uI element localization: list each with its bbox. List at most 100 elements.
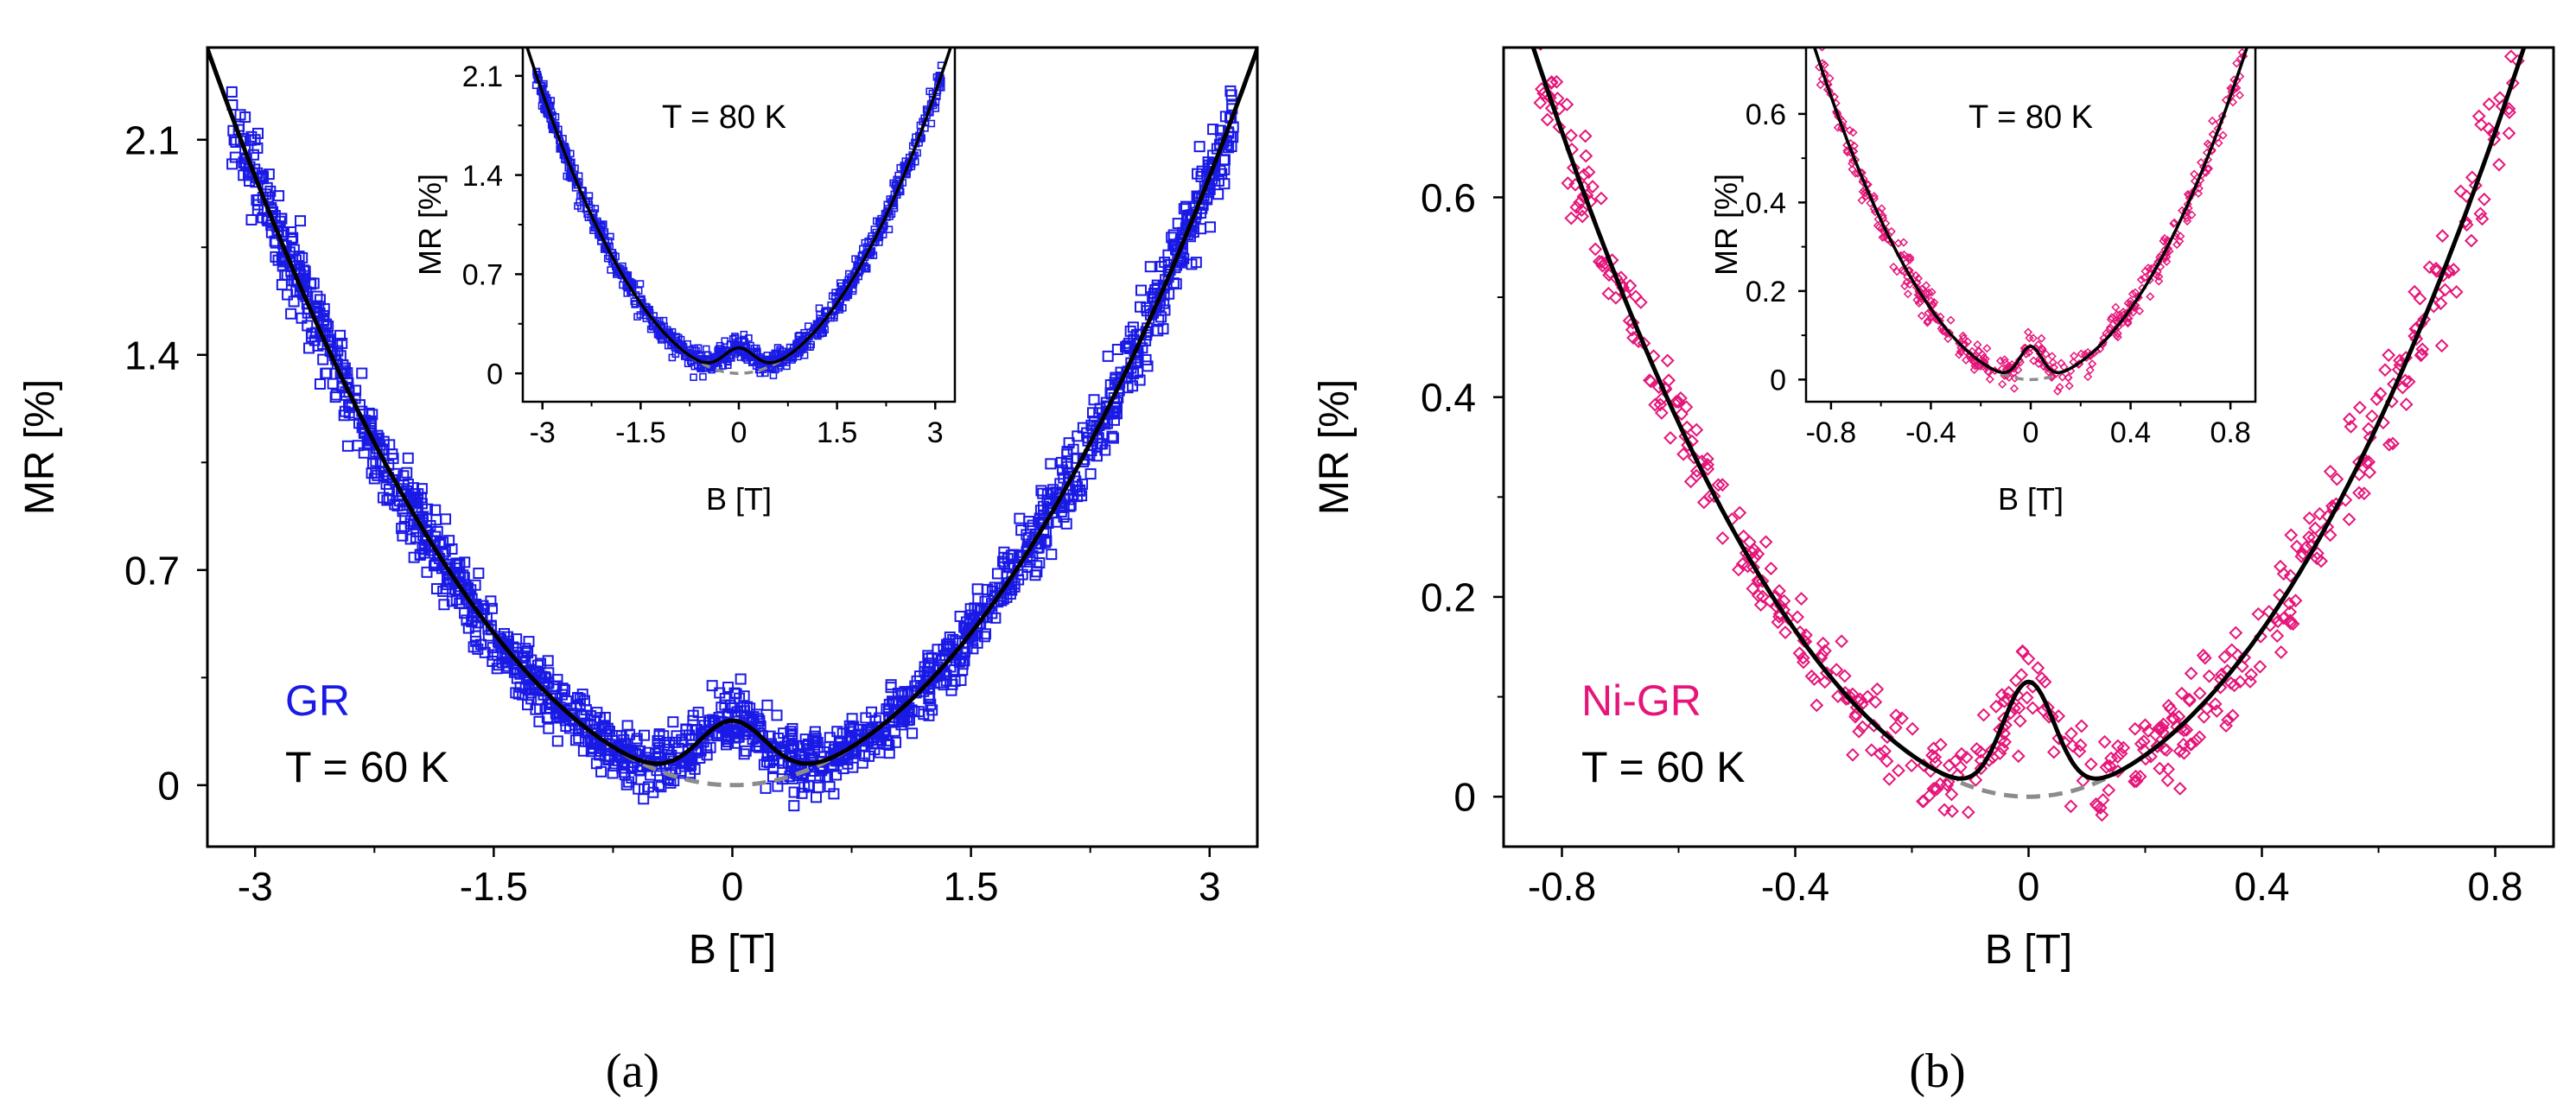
a-main-data-point	[401, 467, 413, 479]
a-main-data-point	[980, 628, 992, 640]
b-main-data-point	[1961, 805, 1975, 820]
b-main-data-point	[2128, 721, 2142, 736]
b-main-data-point	[1746, 581, 1760, 596]
b-main-data-point	[1660, 353, 1675, 368]
b-main-data-point	[1751, 547, 1765, 562]
b-main-data-point	[1643, 373, 1657, 388]
a-main-data-point	[658, 739, 671, 751]
a-main-data-point	[906, 704, 918, 716]
a-main-fit-curve	[207, 48, 1257, 766]
b-inset-data-point	[2029, 356, 2039, 365]
a-main-data-point	[1223, 142, 1235, 154]
b-main-data-point	[1796, 651, 1810, 665]
a-main-data-point	[285, 308, 297, 320]
a-main-data-point	[923, 661, 935, 673]
b-inset-data-point	[2033, 340, 2043, 350]
b-main-data-point	[2294, 549, 2309, 564]
a-inset-data-point	[664, 341, 672, 350]
b-main-data-point	[2357, 486, 2371, 501]
b-inset-data-point	[2038, 345, 2047, 354]
a-inset-xtick-label: 1.5	[817, 416, 857, 449]
a-main-data-point	[304, 277, 316, 289]
a-main-data-point	[600, 723, 612, 735]
a-main-data-point	[1095, 438, 1107, 450]
a-main-data-point	[337, 359, 349, 371]
a-main-data-point	[1135, 301, 1147, 313]
b-main-data-point	[2283, 616, 2298, 631]
b-inset-data-point	[2107, 313, 2116, 322]
b-main-data-point	[1715, 478, 1730, 492]
a-main-data-point	[633, 783, 645, 795]
b-main-data-point	[2449, 285, 2464, 299]
b-main-data-point	[2038, 675, 2052, 689]
a-main-data-point	[722, 736, 735, 748]
b-main-data-point	[2221, 713, 2236, 727]
a-main-data-point	[633, 764, 646, 776]
a-main-data-point	[446, 543, 458, 555]
b-main-data-point	[1733, 505, 1747, 520]
a-main-data-point	[874, 746, 886, 759]
a-main-data-point	[1058, 511, 1070, 523]
b-inset-data-point	[2124, 308, 2134, 317]
b-inset-ytick-label: 0.4	[1746, 187, 1786, 220]
a-main-ytick-label: 1.4	[124, 333, 180, 378]
a-main-data-point	[245, 134, 257, 146]
b-main-ytick-label: 0.6	[1421, 175, 1476, 220]
a-main-data-point	[519, 682, 531, 695]
a-main-data-point	[1224, 85, 1237, 97]
a-inset-data-point	[565, 173, 574, 181]
chart-a-inset-ylabel: MR [%]	[412, 174, 448, 276]
a-main-data-point	[771, 709, 783, 721]
a-main-data-point	[314, 378, 326, 390]
b-main-data-point	[1578, 129, 1593, 143]
b-inset-data-point	[1898, 266, 1907, 276]
b-inset-data-point	[2048, 358, 2058, 367]
b-inset-xtick-label: 0.8	[2210, 416, 2250, 449]
b-inset-xtick-label: -0.4	[1905, 416, 1956, 449]
a-main-data-point	[1091, 450, 1103, 462]
a-main-xtick-label: 3	[1199, 864, 1221, 909]
a-inset-data-point	[804, 322, 812, 330]
a-main-xtick-label: 1.5	[944, 864, 999, 909]
b-main-data-point	[2099, 760, 2114, 774]
a-main-data-point	[639, 783, 651, 795]
a-main-data-point	[998, 546, 1010, 558]
a-main-data-point	[508, 666, 520, 678]
a-inset-data-point	[861, 238, 869, 247]
b-main-data-point	[2110, 750, 2125, 764]
b-main-data-point	[1804, 669, 1819, 683]
a-main-data-point	[279, 269, 291, 281]
a-main-data-point	[572, 691, 584, 703]
b-inset-data-point	[2106, 314, 2115, 324]
b-main-data-point	[2362, 422, 2376, 436]
b-main-data-point	[2051, 708, 2066, 723]
b-main-data-point	[2378, 363, 2393, 378]
b-main-data-point	[1985, 743, 2000, 758]
a-main-data-point	[788, 786, 800, 798]
a-main-data-point	[1084, 468, 1097, 480]
b-main-data-point	[2064, 799, 2078, 814]
b-main-data-point	[1777, 594, 1791, 608]
b-main-data-point	[1751, 588, 1765, 603]
a-main-data-point	[467, 641, 480, 653]
b-main-data-point	[1916, 794, 1930, 809]
a-inset-ytick-label: 0.7	[462, 259, 503, 292]
b-main-data-point	[1974, 761, 1988, 776]
b-inset-data-point	[1985, 374, 1994, 384]
chart-a-ylabel: MR [%]	[17, 379, 63, 515]
a-main-data-point	[680, 724, 692, 736]
a-inset-data-point	[585, 192, 594, 200]
b-main-data-point	[2273, 559, 2287, 574]
b-main-data-point	[2342, 512, 2357, 527]
a-main-data-point	[1124, 325, 1136, 337]
b-main-data-point	[1579, 149, 1593, 163]
a-main-data-point	[804, 780, 816, 792]
a-main-data-point	[1218, 154, 1230, 166]
a-main-data-point	[1212, 188, 1224, 200]
a-main-data-point	[1002, 553, 1014, 565]
a-main-data-point	[421, 566, 433, 578]
b-inset-data-point	[2064, 372, 2073, 383]
b-main-data-point	[1799, 628, 1813, 643]
b-main-data-point	[2323, 528, 2337, 543]
b-inset-data-point	[1913, 274, 1924, 283]
